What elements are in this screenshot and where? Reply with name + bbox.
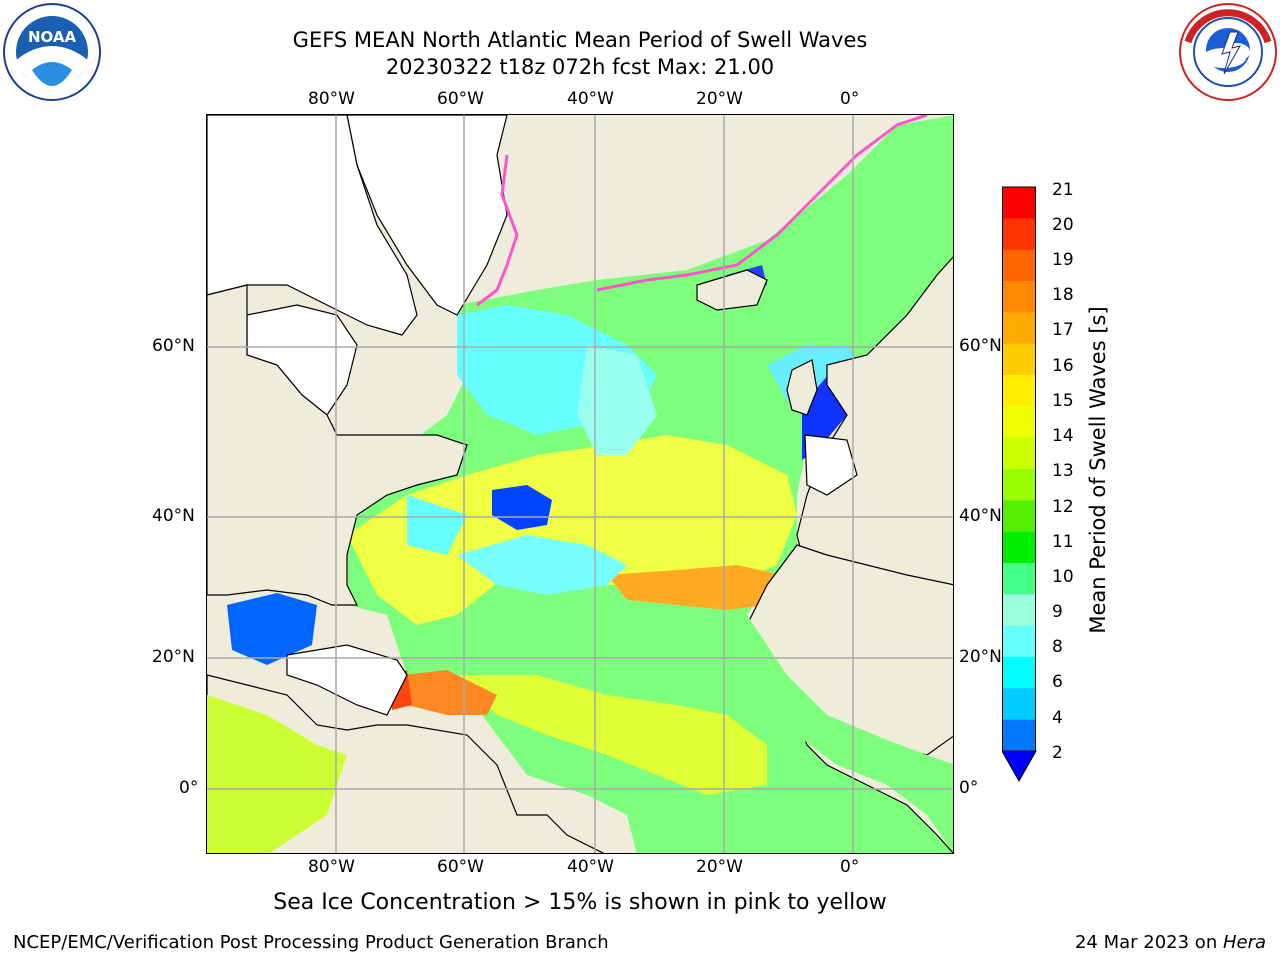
- map-title: GEFS MEAN North Atlantic Mean Period of …: [292, 28, 868, 52]
- colorbar-tick-12: 12: [1052, 497, 1074, 517]
- colorbar-tick-4: 4: [1052, 708, 1063, 728]
- colorbar-tick-10: 10: [1052, 567, 1074, 587]
- colorbar-tick-18: 18: [1052, 285, 1074, 305]
- colorbar-tick-16: 16: [1052, 356, 1074, 376]
- colorbar-swatch: [1002, 218, 1036, 251]
- colorbar-swatch: [1002, 469, 1036, 501]
- footer-credit: NCEP/EMC/Verification Post Processing Pr…: [13, 932, 609, 953]
- colorbar-tick-15: 15: [1052, 391, 1074, 411]
- colorbar-tick-13: 13: [1052, 461, 1074, 481]
- lat-tick-left-40n: 40°N: [152, 506, 195, 526]
- colorbar-swatch: [1002, 688, 1036, 721]
- colorbar-tick-9: 9: [1052, 602, 1063, 622]
- colorbar-swatches: [1001, 186, 1037, 783]
- sea-ice-edge-east: [596, 115, 928, 292]
- colorbar-tick-19: 19: [1052, 250, 1074, 270]
- colorbar-tick-21: 21: [1052, 180, 1074, 200]
- colorbar-swatch: [1002, 249, 1036, 282]
- footer-host: Hera: [1222, 932, 1266, 953]
- colorbar: [1001, 186, 1042, 790]
- colorbar-swatch: [1002, 312, 1036, 345]
- swell-yellow-south: [457, 675, 767, 795]
- lat-tick-right-60n: 60°N: [959, 336, 1002, 356]
- lon-tick-bottom-0: 0°: [840, 857, 860, 877]
- nws-logo: [1178, 2, 1278, 106]
- swell-africa-coast-green: [737, 615, 953, 853]
- footer-date-text: 24 Mar 2023 on: [1074, 932, 1223, 953]
- lat-tick-left-60n: 60°N: [152, 336, 195, 356]
- lon-tick-bottom-60w: 60°W: [437, 857, 484, 877]
- colorbar-tick-14: 14: [1052, 426, 1074, 446]
- lon-tick-bottom-20w: 20°W: [696, 857, 743, 877]
- colorbar-swatch: [1002, 563, 1036, 595]
- lon-tick-top-0: 0°: [840, 89, 860, 109]
- colorbar-extend-arrow: [1001, 750, 1037, 783]
- swell-orange-east: [607, 565, 782, 610]
- sea-ice-edge-greenland: [476, 154, 519, 307]
- colorbar-swatch: [1002, 437, 1036, 470]
- noaa-logo-text: NOAA: [28, 28, 77, 46]
- colorbar-tick-20: 20: [1052, 215, 1074, 235]
- colorbar-tick-6: 6: [1052, 672, 1063, 692]
- colorbar-swatch: [1002, 657, 1036, 689]
- colorbar-swatch: [1002, 719, 1036, 752]
- lon-tick-top-20w: 20°W: [696, 89, 743, 109]
- footer-date: 24 Mar 2023 on Hera: [1075, 932, 1266, 953]
- land-north-america: [207, 284, 468, 606]
- noaa-logo: NOAA: [2, 2, 102, 106]
- land-south-america-ocean: [207, 695, 347, 853]
- colorbar-swatch: [1002, 531, 1036, 564]
- land-iceland: [696, 269, 768, 311]
- colorbar-swatch: [1002, 375, 1036, 407]
- swell-blue-gulf-mexico: [227, 593, 317, 665]
- colorbar-tick-17: 17: [1052, 320, 1074, 340]
- map-canvas: [207, 115, 953, 853]
- sea-ice-note: Sea Ice Concentration > 15% is shown in …: [273, 890, 887, 915]
- land-british-isles: [786, 359, 818, 416]
- lon-tick-top-40w: 40°W: [567, 89, 614, 109]
- colorbar-label: Mean Period of Swell Waves [s]: [1086, 306, 1110, 634]
- land-cuba-caribbean: [286, 644, 408, 716]
- map-panel[interactable]: [206, 114, 954, 854]
- colorbar-swatch: [1002, 500, 1036, 533]
- swell-cyan-central: [577, 345, 657, 455]
- colorbar-swatch: [1002, 625, 1036, 658]
- land-iberia-white: [804, 434, 858, 496]
- colorbar-swatch: [1002, 594, 1036, 627]
- map-subtitle-forecast: 20230322 t18z 072h fcst Max: 21.00: [385, 55, 775, 79]
- lat-tick-right-40n: 40°N: [959, 506, 1002, 526]
- colorbar-swatch: [1002, 343, 1036, 376]
- lon-tick-top-80w: 80°W: [308, 89, 355, 109]
- colorbar-swatch: [1002, 281, 1036, 313]
- lat-tick-left-20n: 20°N: [152, 647, 195, 667]
- swell-orange-caribbean: [402, 670, 497, 715]
- lon-tick-bottom-40w: 40°W: [567, 857, 614, 877]
- colorbar-tick-11: 11: [1052, 532, 1074, 552]
- lat-tick-right-0: 0°: [959, 778, 979, 798]
- colorbar-tick-2: 2: [1052, 743, 1063, 763]
- graticule: [207, 115, 953, 853]
- lon-tick-bottom-80w: 80°W: [308, 857, 355, 877]
- lon-tick-top-60w: 60°W: [437, 89, 484, 109]
- colorbar-tick-8: 8: [1052, 637, 1063, 657]
- lat-tick-left-0: 0°: [179, 778, 199, 798]
- colorbar-swatch: [1002, 187, 1036, 219]
- lat-tick-right-20n: 20°N: [959, 647, 1002, 667]
- swell-cyan-gulf-stream: [407, 495, 467, 555]
- swell-cyan-band: [457, 535, 627, 595]
- swell-blue-midatlantic: [492, 485, 552, 530]
- colorbar-swatch: [1002, 406, 1036, 439]
